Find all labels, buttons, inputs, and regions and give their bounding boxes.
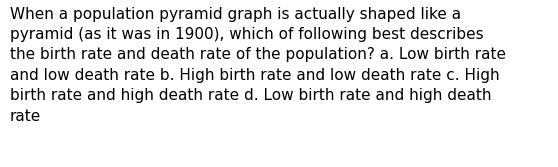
- Text: When a population pyramid graph is actually shaped like a
pyramid (as it was in : When a population pyramid graph is actua…: [10, 7, 506, 124]
